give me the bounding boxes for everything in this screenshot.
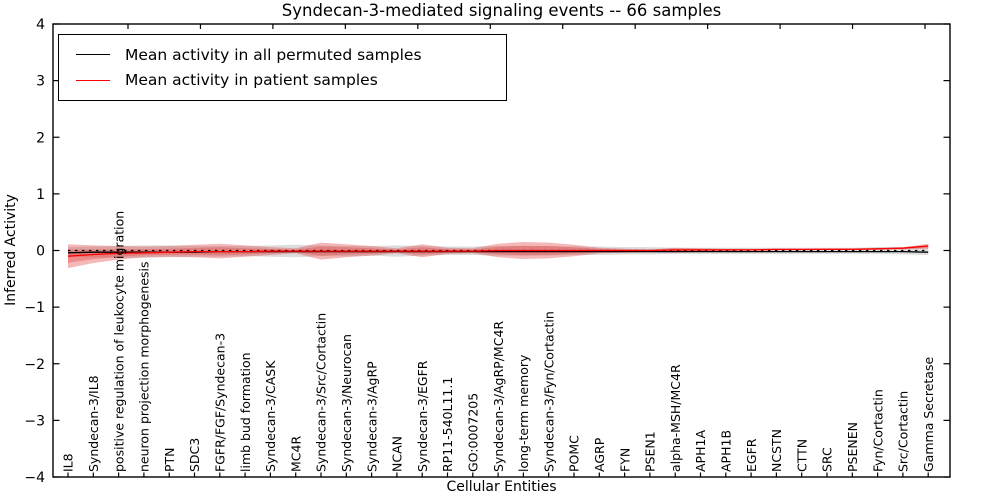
y-tick-label: 1 (36, 187, 45, 203)
x-tick-label: Gamma Secretase (921, 357, 936, 472)
x-tick-label: FGFR/FGF/Syndecan-3 (213, 333, 228, 472)
permuted-line-swatch-icon (76, 54, 110, 56)
x-tick-label: Syndecan-3/AgRP/MC4R (491, 321, 506, 472)
x-tick-label: RP11-540L11.1 (440, 377, 455, 472)
y-axis-label: Inferred Activity (3, 194, 19, 306)
x-tick-label: Syndecan-3/IL8 (86, 375, 101, 472)
patient-mean-line (67, 245, 929, 257)
patient-range-band-inner (68, 244, 929, 263)
x-tick-label: MC4R (288, 436, 303, 472)
y-tick-label: −2 (24, 357, 45, 373)
x-tick-label: positive regulation of leukocyte migrati… (111, 211, 126, 472)
legend-entry-patient: Mean activity in patient samples (59, 71, 506, 89)
x-tick-label: neuron projection morphogenesis (137, 261, 152, 472)
x-tick-label: NCAN (390, 436, 405, 472)
x-tick-label: SRC (820, 447, 835, 472)
patient-line-swatch-icon (76, 79, 110, 81)
x-tick-label: GO:0007205 (466, 393, 481, 472)
x-tick-label: long-term memory (516, 354, 531, 472)
y-tick-label: −1 (24, 300, 45, 316)
y-tick-label: 4 (36, 17, 45, 33)
x-tick-label: APH1A (693, 430, 708, 472)
x-tick-label: Syndecan-3/Neurocan (339, 334, 354, 472)
x-tick-label: Syndecan-3/EGFR (415, 360, 430, 472)
x-tick-label: Src/Cortactin (896, 391, 911, 472)
chart-title: Syndecan-3-mediated signaling events -- … (281, 1, 722, 20)
x-tick-label: FYN (617, 448, 632, 472)
y-tick-label: 0 (36, 244, 45, 260)
x-tick-label: POMC (567, 435, 582, 472)
x-tick-label: SDC3 (187, 438, 202, 472)
patient-range-band-outer (68, 242, 929, 269)
x-tick-label: NCSTN (769, 429, 784, 472)
legend-entry-permuted: Mean activity in all permuted samples (59, 46, 506, 64)
x-tick-label: Syndecan-3/Src/Cortactin (314, 313, 329, 472)
x-axis-label: Cellular Entities (446, 479, 557, 495)
x-tick-label: PSEN1 (643, 431, 658, 472)
x-tick-label: limb bud formation (238, 352, 253, 472)
x-tick-label: CTTN (794, 439, 809, 472)
y-tick-label: −3 (24, 413, 45, 429)
x-tick-label: Syndecan-3/CASK (263, 360, 278, 472)
x-tick-label: IL8 (61, 453, 76, 472)
y-tick-label: 3 (36, 74, 45, 90)
legend-label-patient: Mean activity in patient samples (125, 71, 378, 90)
x-tick-label: Syndecan-3/AgRP (364, 361, 379, 472)
y-tick-label: 2 (36, 130, 45, 146)
x-tick-label: APH1B (719, 430, 734, 472)
x-tick-label: alpha-MSH/MC4R (668, 364, 683, 472)
x-tick-label: EGFR (744, 438, 759, 472)
x-tick-label: PSENEN (845, 422, 860, 472)
x-tick-label: PTN (162, 447, 177, 472)
legend: Mean activity in all permuted samples Me… (58, 34, 507, 101)
legend-label-permuted: Mean activity in all permuted samples (125, 45, 422, 64)
x-tick-label: Fyn/Cortactin (870, 389, 885, 472)
x-tick-label: AGRP (592, 437, 607, 472)
x-tick-label: Syndecan-3/Fyn/Cortactin (541, 311, 556, 472)
y-tick-label: −4 (24, 470, 45, 486)
